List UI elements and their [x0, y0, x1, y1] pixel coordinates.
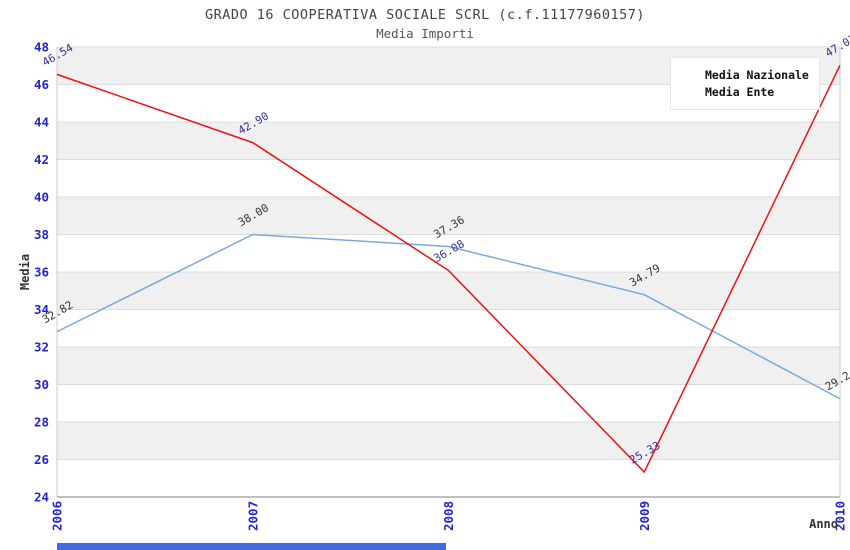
y-tick-label: 42 — [34, 152, 49, 167]
plot-band — [57, 197, 840, 235]
x-tick-label: 2007 — [245, 501, 260, 531]
y-tick-label: 46 — [34, 77, 49, 92]
x-tick-label: 2010 — [833, 501, 848, 531]
x-tick-label: 2006 — [50, 501, 65, 531]
plot-band — [57, 309, 840, 347]
plot-band — [57, 159, 840, 197]
y-tick-label: 34 — [34, 302, 49, 317]
point-label: 47.03 — [823, 32, 850, 60]
chart-legend: Media Nazionale Media Ente — [670, 57, 820, 110]
legend-item-media-ente[interactable]: Media Ente — [680, 85, 809, 99]
plot-band — [57, 422, 840, 460]
y-tick-label: 32 — [34, 340, 49, 355]
y-tick-label: 48 — [34, 40, 49, 55]
y-tick-label: 40 — [34, 190, 49, 205]
y-tick-label: 24 — [34, 490, 49, 505]
x-tick-label: 2009 — [637, 501, 652, 531]
legend-label: Media Nazionale — [705, 68, 809, 82]
plot-band — [57, 347, 840, 385]
plot-band — [57, 459, 840, 497]
legend-item-media-nazionale[interactable]: Media Nazionale — [680, 68, 809, 82]
y-tick-label: 26 — [34, 452, 49, 467]
plot-band — [57, 122, 840, 160]
x-tick-label: 2008 — [441, 501, 456, 531]
plot-band — [57, 234, 840, 272]
y-tick-label: 36 — [34, 265, 49, 280]
y-tick-label: 38 — [34, 227, 49, 242]
series-line-media-nazionale — [56, 233, 841, 400]
x-axis-title: Anno — [809, 517, 838, 531]
legend-label: Media Ente — [705, 85, 775, 99]
y-tick-label: 28 — [34, 415, 49, 430]
media-ente-line-swatch-icon — [680, 91, 696, 94]
chart-title: GRADO 16 COOPERATIVA SOCIALE SCRL (c.f.1… — [204, 7, 645, 23]
media-nazionale-line-swatch-icon — [680, 74, 696, 77]
plot-band — [57, 272, 840, 310]
horizontal-scrollbar-thumb[interactable] — [57, 543, 446, 550]
chart-subtitle: Media Importi — [376, 26, 474, 41]
series-line-media-ente — [56, 64, 841, 473]
y-tick-label: 44 — [34, 115, 49, 130]
y-tick-label: 30 — [34, 377, 49, 392]
plot-band — [57, 384, 840, 422]
y-axis-title: Media — [18, 254, 32, 290]
